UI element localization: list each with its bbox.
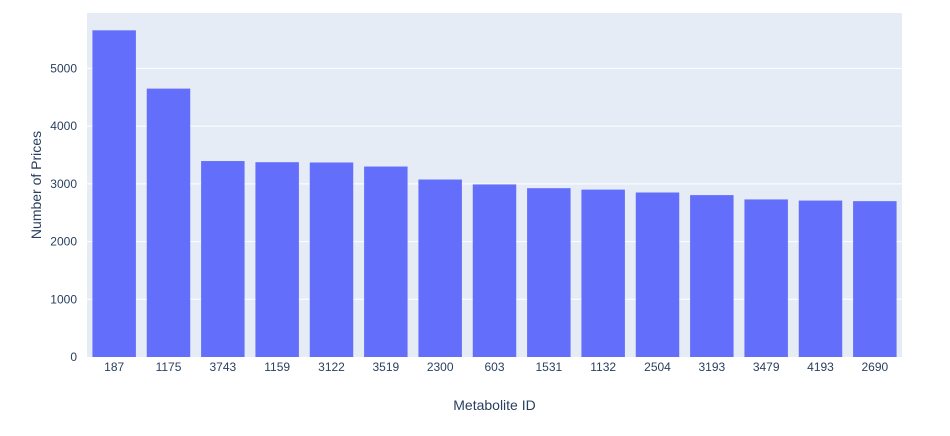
bar-603 [472, 184, 517, 357]
x-tick-label: 603 [484, 360, 504, 374]
bar-2504 [635, 192, 680, 357]
bar-2690 [853, 201, 897, 357]
x-tick-label: 3743 [209, 360, 236, 374]
bar-1175 [146, 88, 191, 357]
bars [92, 30, 897, 358]
x-tick-label: 3519 [372, 360, 399, 374]
x-tick-label: 1132 [590, 360, 616, 374]
y-tick-label: 4000 [50, 119, 77, 133]
y-tick-label: 2000 [50, 235, 77, 249]
x-tick-label: 3193 [698, 360, 725, 374]
bar-3519 [364, 166, 408, 357]
x-tick-label: 2504 [644, 360, 671, 374]
bar-3479 [744, 199, 788, 357]
bar-187 [92, 30, 136, 358]
bar-1159 [255, 162, 299, 357]
x-tick-label: 2300 [427, 360, 454, 374]
bar-1132 [581, 189, 625, 357]
x-tick-label: 1531 [535, 360, 562, 374]
y-tick-label: 3000 [50, 177, 77, 191]
x-tick-label: 187 [104, 360, 124, 374]
x-axis-ticks: 187 1175 3743 1159 3122 3519 2300 603 1531 1132 25… [104, 360, 888, 374]
x-tick-label: 3122 [318, 360, 345, 374]
bar-3743 [201, 161, 245, 357]
bar-4193 [798, 200, 843, 357]
y-tick-label: 1000 [50, 292, 77, 306]
bar-3193 [690, 195, 734, 357]
x-tick-label: 3479 [753, 360, 780, 374]
y-tick-label: 0 [70, 350, 77, 364]
bar-2300 [418, 179, 462, 357]
y-tick-label: 5000 [50, 61, 77, 75]
x-tick-label: 1159 [264, 360, 290, 374]
bar-1531 [527, 188, 571, 357]
x-tick-label: 2690 [861, 360, 888, 374]
y-axis-title: Number of Prices [28, 131, 44, 239]
y-axis-ticks: 0 1000 2000 3000 4000 5000 [50, 61, 77, 364]
bar-3122 [309, 162, 354, 357]
x-axis-title: Metabolite ID [453, 397, 535, 413]
x-tick-label: 1175 [156, 360, 182, 374]
x-tick-label: 4193 [807, 360, 834, 374]
